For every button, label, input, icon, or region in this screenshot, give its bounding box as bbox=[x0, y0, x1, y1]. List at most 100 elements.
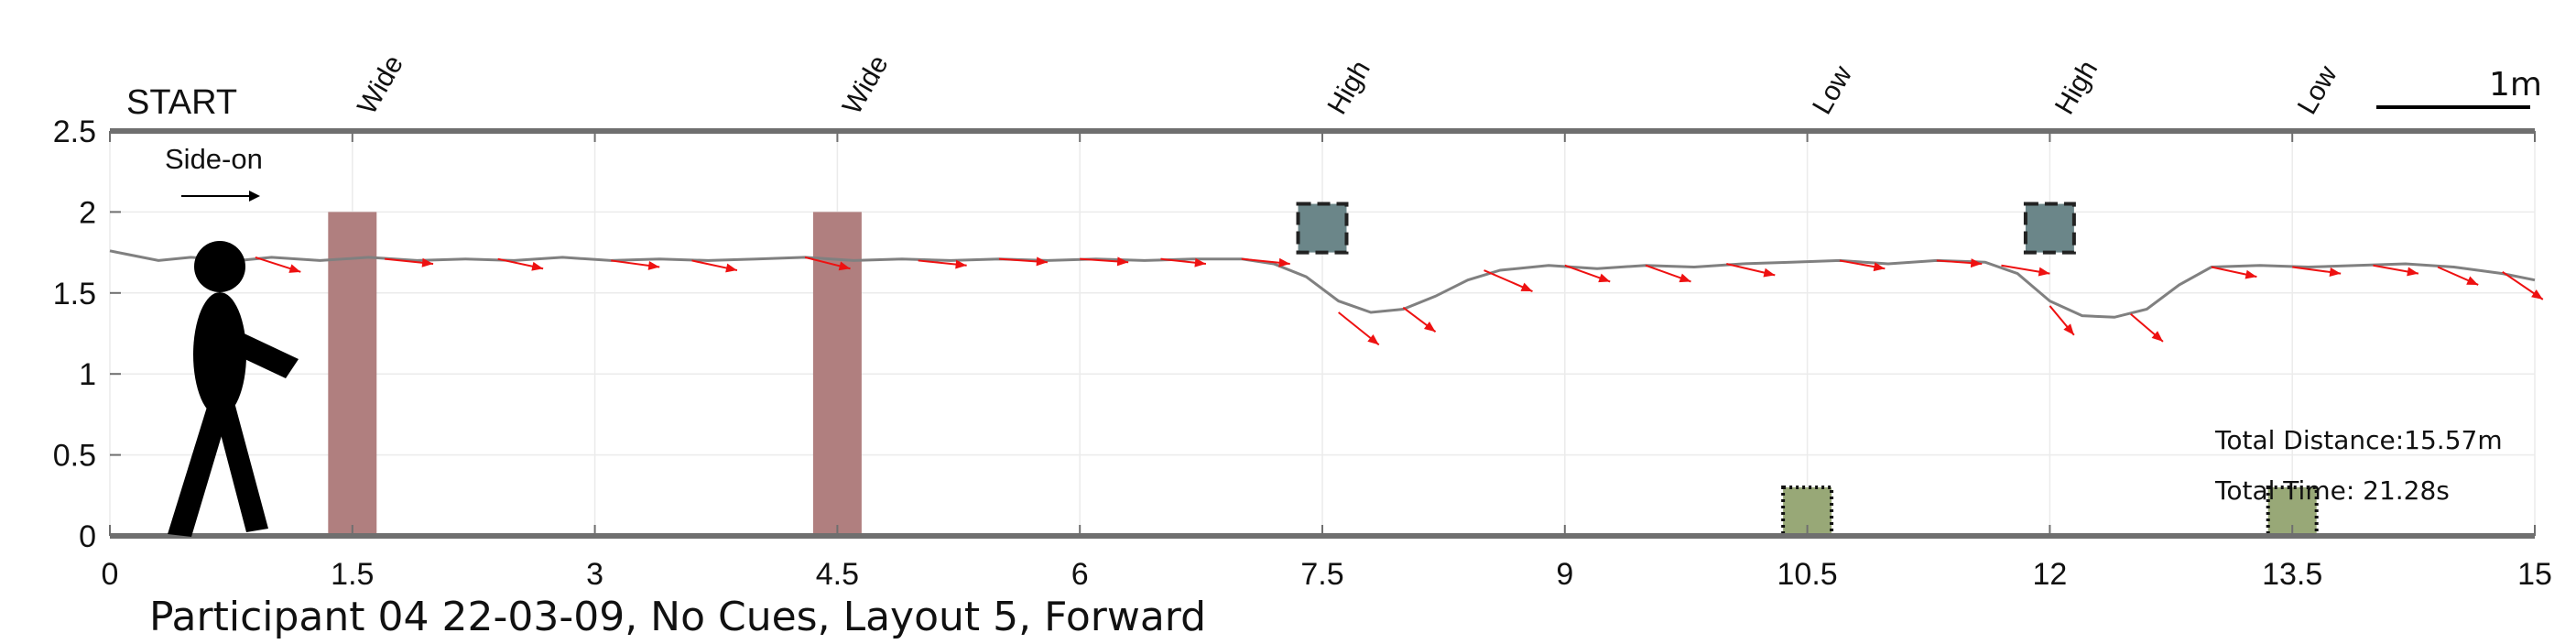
walker-leg-right bbox=[211, 392, 268, 532]
x-tick-label: 1.5 bbox=[331, 557, 374, 592]
x-tick-label: 7.5 bbox=[1300, 557, 1343, 592]
heading-arrow-head bbox=[1423, 322, 1436, 333]
walker-figure bbox=[168, 241, 299, 537]
heading-arrow bbox=[2130, 313, 2164, 343]
obstacle-high bbox=[1296, 202, 1349, 255]
x-tick-label: 12 bbox=[2032, 557, 2067, 592]
labels: START Side-on 1m Total Distance:15.57m T… bbox=[126, 66, 2542, 640]
y-tick-label: 2.5 bbox=[53, 115, 96, 149]
heading-arrow-head bbox=[2038, 267, 2050, 277]
heading-arrow bbox=[1241, 257, 1290, 267]
y-tick-label: 0 bbox=[79, 519, 96, 554]
heading-arrow-head bbox=[2531, 289, 2543, 300]
heading-arrow bbox=[1726, 263, 1776, 278]
heading-arrow bbox=[804, 256, 851, 271]
heading-arrow-head bbox=[1116, 257, 1129, 267]
chart-title: Participant 04 22-03-09, No Cues, Layout… bbox=[149, 594, 1206, 640]
obstacle-high bbox=[2023, 202, 2076, 255]
walker-arm bbox=[225, 330, 299, 378]
total-time: Total Time: 21.28s bbox=[2214, 475, 2450, 506]
x-tick-label: 10.5 bbox=[1777, 557, 1838, 592]
obstacle-label: High bbox=[1321, 56, 1375, 120]
heading-arrow bbox=[1936, 258, 1983, 268]
heading-arrow-head bbox=[1763, 267, 1776, 278]
obstacle-label: Wide bbox=[837, 50, 895, 120]
obstacle-label: High bbox=[2049, 56, 2103, 120]
heading-arrow-head bbox=[2466, 276, 2479, 285]
heading-arrow bbox=[998, 257, 1048, 267]
heading-arrow bbox=[2502, 270, 2544, 300]
x-tick-label: 15 bbox=[2517, 557, 2552, 592]
heading-arrow-head bbox=[531, 261, 544, 271]
trajectory-series bbox=[109, 249, 2536, 319]
heading-arrow-head bbox=[288, 264, 301, 273]
heading-arrow-head bbox=[2329, 267, 2342, 277]
direction-arrow bbox=[181, 191, 260, 202]
x-tick-label: 9 bbox=[1556, 557, 1573, 592]
heading-arrow-head bbox=[2151, 331, 2163, 342]
axes: 0 1.5 3 4.5 6 7.5 9 10.5 12 13.5 15 0 0.5 1 1.5 2 2.5 Wid… bbox=[53, 50, 2552, 592]
heading-arrow-head bbox=[1598, 273, 1611, 283]
heading-arrow bbox=[691, 259, 738, 273]
heading-arrow bbox=[2001, 264, 2050, 277]
heading-arrow bbox=[1839, 259, 1886, 272]
x-tick-label: 13.5 bbox=[2262, 557, 2322, 592]
heading-arrow bbox=[255, 256, 301, 273]
heading-arrow bbox=[611, 259, 660, 270]
trajectory-line bbox=[109, 249, 2536, 319]
heading-arrow-head bbox=[1036, 257, 1048, 267]
total-distance: Total Distance:15.57m bbox=[2214, 425, 2503, 455]
walker-leg-left bbox=[168, 392, 234, 537]
heading-arrow-head bbox=[1367, 333, 1379, 345]
grid-lines bbox=[109, 130, 2536, 537]
heading-arrow bbox=[2049, 305, 2075, 336]
heading-arrow bbox=[1080, 257, 1129, 267]
heading-arrow-head bbox=[1520, 282, 1533, 292]
heading-arrow-head bbox=[1278, 257, 1290, 267]
heading-arrow bbox=[497, 257, 544, 271]
heading-arrow bbox=[2373, 264, 2419, 277]
heading-arrow-head bbox=[955, 259, 967, 269]
heading-arrow-head bbox=[838, 261, 851, 271]
heading-arrow bbox=[1564, 264, 1611, 283]
heading-arrow-head bbox=[2063, 323, 2074, 335]
obstacle-wide bbox=[328, 212, 377, 536]
heading-arrow bbox=[2292, 266, 2342, 277]
direction-label: Side-on bbox=[165, 143, 263, 175]
heading-arrow-head bbox=[2244, 269, 2257, 279]
y-tick-label: 1.5 bbox=[53, 277, 96, 311]
heading-arrow bbox=[918, 259, 967, 269]
heading-arrow-head bbox=[1194, 257, 1206, 267]
heading-arrow-head bbox=[2407, 267, 2418, 277]
heading-arrows bbox=[255, 256, 2544, 346]
obstacles bbox=[328, 202, 2319, 539]
walker-head bbox=[194, 241, 245, 292]
obstacle-label: Low bbox=[1807, 60, 1858, 119]
heading-arrow-head bbox=[421, 257, 434, 267]
heading-arrow bbox=[1645, 264, 1691, 283]
heading-arrow bbox=[2437, 266, 2479, 286]
heading-arrow-head bbox=[647, 260, 660, 270]
y-tick-label: 0.5 bbox=[53, 439, 96, 474]
y-tick-label: 1 bbox=[79, 357, 96, 392]
x-tick-label: 3 bbox=[586, 557, 603, 592]
heading-arrow-head bbox=[1970, 258, 1983, 268]
heading-arrow bbox=[1338, 311, 1380, 346]
x-tick-label: 4.5 bbox=[816, 557, 859, 592]
heading-arrow bbox=[1484, 269, 1533, 292]
x-tick-label: 0 bbox=[102, 557, 119, 592]
heading-arrow-head bbox=[725, 263, 737, 273]
heading-arrow-head bbox=[1873, 262, 1886, 272]
y-tick-label: 2 bbox=[79, 195, 96, 230]
walker-torso bbox=[193, 292, 246, 417]
scale-label: 1m bbox=[2489, 66, 2542, 104]
heading-arrow-head bbox=[1679, 273, 1691, 283]
heading-arrow bbox=[385, 257, 434, 267]
obstacle-label: Low bbox=[2292, 60, 2343, 119]
heading-arrow bbox=[1402, 306, 1437, 333]
heading-arrow bbox=[1160, 257, 1207, 267]
x-tick-label: 6 bbox=[1071, 557, 1089, 592]
heading-arrow bbox=[2211, 266, 2257, 279]
start-label: START bbox=[126, 83, 237, 122]
